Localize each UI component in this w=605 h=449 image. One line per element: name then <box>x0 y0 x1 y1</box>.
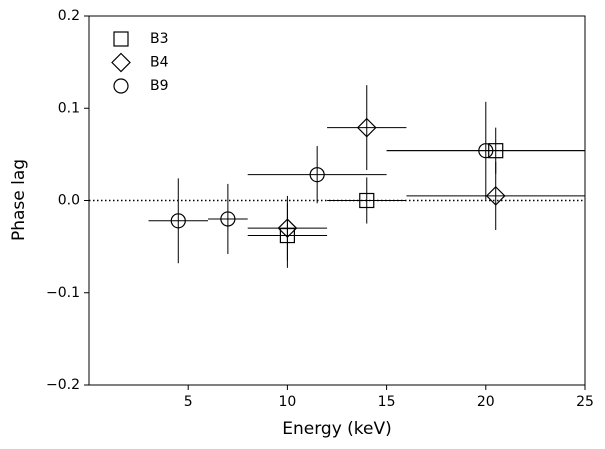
x-tick-label: 10 <box>278 394 296 410</box>
legend-marker <box>111 52 131 73</box>
marker <box>170 213 186 229</box>
x-tick-label: 5 <box>184 394 193 410</box>
marker <box>485 186 506 206</box>
y-tick-label: −0.1 <box>46 285 80 301</box>
y-tick-label: 0.2 <box>58 8 80 24</box>
plot-area <box>89 85 585 268</box>
marker <box>309 167 325 183</box>
y-tick-label: 0.0 <box>58 193 80 209</box>
legend-label: B9 <box>150 78 169 94</box>
x-tick-label: 25 <box>576 394 594 410</box>
marker <box>277 218 298 239</box>
y-tick-label: −0.2 <box>46 377 80 393</box>
legend-marker <box>113 31 129 47</box>
y-tick-label: 0.1 <box>58 100 80 116</box>
marker <box>478 143 494 159</box>
marker <box>359 192 375 209</box>
marker <box>356 117 377 138</box>
x-tick-label: 20 <box>477 394 495 410</box>
legend-label: B4 <box>150 55 169 71</box>
legend-marker <box>113 78 129 94</box>
x-tick-label: 15 <box>378 394 396 410</box>
marker <box>220 211 236 227</box>
x-axis-label: Energy (keV) <box>282 419 392 439</box>
legend-label: B3 <box>150 31 169 47</box>
y-axis-label: Phase lag <box>9 159 29 241</box>
